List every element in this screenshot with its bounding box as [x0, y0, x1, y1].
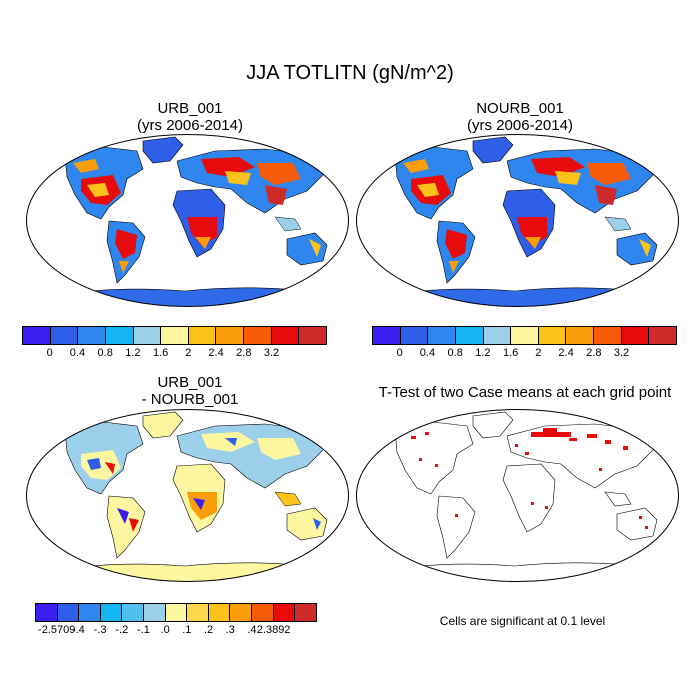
colorbar-cell — [188, 327, 217, 344]
colorbar-label: 2.4 — [208, 347, 224, 359]
colorbar-label: 1.6 — [502, 347, 519, 359]
colorbar-cell — [400, 327, 429, 344]
colorbar-label: 2 — [185, 347, 192, 359]
colorbar-difference — [35, 603, 317, 622]
colorbar-difference-labels: -2.5709 -.4 -.3 -.2 -.1 .0 .1 .2 .3 .4 2.3892 — [35, 624, 317, 638]
colorbar-label: 2.4 — [558, 347, 574, 359]
colorbar-cell — [373, 327, 401, 344]
colorbar-label: 2.3892 — [256, 624, 291, 636]
colorbar-label: 3.2 — [613, 347, 630, 359]
colorbar-cell — [165, 604, 188, 621]
map-nourb — [356, 134, 679, 307]
colorbar-label: 0.4 — [69, 347, 86, 359]
colorbar-label: -2.5709 — [38, 624, 76, 636]
colorbar-cell — [621, 327, 650, 344]
colorbar-label: 0.4 — [419, 347, 436, 359]
panel2-title: NOURB_001 (yrs 2006-2014) — [360, 100, 680, 134]
colorbar-label: 1.2 — [125, 347, 141, 359]
colorbar-cell — [133, 327, 162, 344]
panel4-title-line1: T-Test of two Case means at each grid po… — [378, 384, 672, 401]
figure-title: JJA TOTLITN (gN/m^2) — [246, 62, 454, 84]
colorbar-cell — [79, 604, 101, 621]
colorbar-label: 2 — [535, 347, 542, 359]
panel3-title: URB_001 - NOURB_001 — [30, 374, 350, 408]
colorbar-cell — [299, 327, 327, 344]
colorbar-cell — [100, 604, 123, 621]
colorbar-label: .3 — [225, 624, 235, 636]
map-ttest — [356, 409, 679, 582]
colorbar-label: -.1 — [137, 624, 150, 636]
colorbar-label: 0.8 — [97, 347, 113, 359]
colorbar-cell — [161, 327, 189, 344]
colorbar-label: .1 — [182, 624, 192, 636]
significant-cells — [411, 428, 648, 529]
colorbar-label: 2.8 — [236, 347, 252, 359]
panel1-title: URB_001 (yrs 2006-2014) — [30, 100, 350, 134]
colorbar-cell — [271, 327, 300, 344]
colorbar-cell — [538, 327, 567, 344]
colorbar-cell — [216, 327, 245, 344]
colorbar-cell — [208, 604, 231, 621]
map-urb — [26, 134, 349, 307]
colorbar-label: .0 — [160, 624, 170, 636]
colorbar-label: 0 — [396, 347, 403, 359]
panel2-title-line2: (yrs 2006-2014) — [467, 117, 573, 134]
colorbar-cell — [23, 327, 51, 344]
colorbar-cell — [144, 604, 166, 621]
colorbar-cell — [649, 327, 677, 344]
panel4-title: T-Test of two Case means at each grid po… — [350, 384, 700, 401]
colorbar-cell — [230, 604, 253, 621]
colorbar-urb-labels: 0 0.4 0.8 1.2 1.6 2 2.4 2.8 3.2 — [22, 347, 327, 361]
colorbar-cell — [483, 327, 512, 344]
panel1-title-line2: (yrs 2006-2014) — [137, 117, 243, 134]
colorbar-label: .2 — [203, 624, 214, 636]
colorbar-cell — [252, 604, 274, 621]
colorbar-label: .4 — [247, 624, 257, 636]
colorbar-cell — [455, 327, 484, 344]
significance-note: Cells are significant at 0.1 level — [439, 614, 606, 628]
panel1-title-line1: URB_001 — [157, 100, 223, 117]
colorbar-cell — [511, 327, 539, 344]
colorbar-cell — [122, 604, 145, 621]
colorbar-label: 3.2 — [263, 347, 280, 359]
colorbar-cell — [273, 604, 296, 621]
colorbar-cell — [295, 604, 316, 621]
colorbar-cell — [244, 327, 272, 344]
colorbar-label: -.3 — [93, 624, 107, 636]
panel3-title-line1: URB_001 — [157, 374, 223, 391]
panel2-title-line1: NOURB_001 — [476, 100, 564, 117]
colorbar-cell — [105, 327, 134, 344]
colorbar-label: 0 — [46, 347, 53, 359]
colorbar-cell — [566, 327, 595, 344]
colorbar-label: 0.8 — [447, 347, 463, 359]
colorbar-cell — [428, 327, 456, 344]
colorbar-cell — [57, 604, 80, 621]
colorbar-urb — [22, 326, 327, 345]
colorbar-label: 2.8 — [586, 347, 602, 359]
colorbar-cell — [36, 604, 58, 621]
colorbar-cell — [594, 327, 622, 344]
colorbar-cell — [50, 327, 79, 344]
colorbar-nourb-labels: 0 0.4 0.8 1.2 1.6 2 2.4 2.8 3.2 — [372, 347, 677, 361]
colorbar-label: -.4 — [71, 624, 85, 636]
map-difference — [26, 409, 349, 582]
colorbar-cell — [78, 327, 106, 344]
colorbar-label: 1.6 — [152, 347, 169, 359]
colorbar-label: -.2 — [115, 624, 129, 636]
colorbar-label: 1.2 — [475, 347, 491, 359]
panel3-title-line2: - NOURB_001 — [141, 391, 239, 408]
colorbar-cell — [187, 604, 209, 621]
colorbar-nourb — [372, 326, 677, 345]
